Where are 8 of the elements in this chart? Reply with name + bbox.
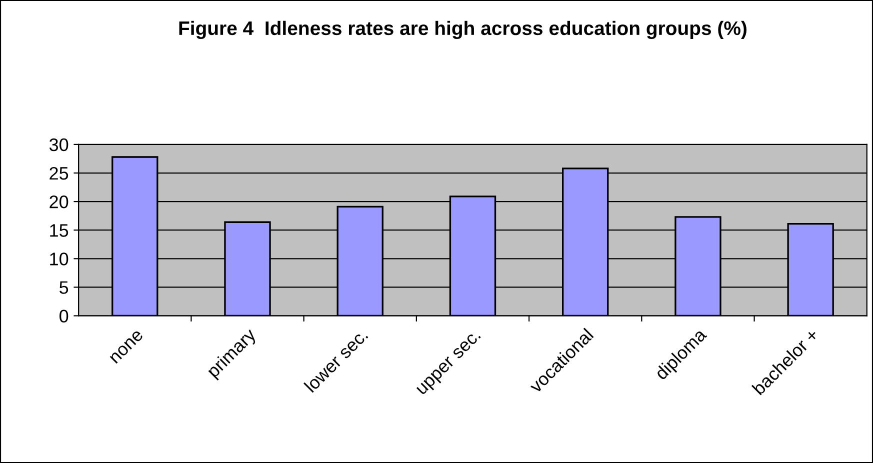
y-tick-label: 25	[50, 166, 68, 180]
chart-title: Figure 4 Idleness rates are high across education groups (%)	[179, 20, 746, 40]
y-tick-label: 20	[50, 195, 68, 208]
y-tick-label: 5	[60, 281, 68, 294]
y-tick-label: 0	[60, 310, 68, 322]
y-tick-label: 30	[49, 138, 68, 152]
y-tick-label: 15	[50, 224, 68, 237]
y-tick-label: 10	[50, 252, 68, 266]
